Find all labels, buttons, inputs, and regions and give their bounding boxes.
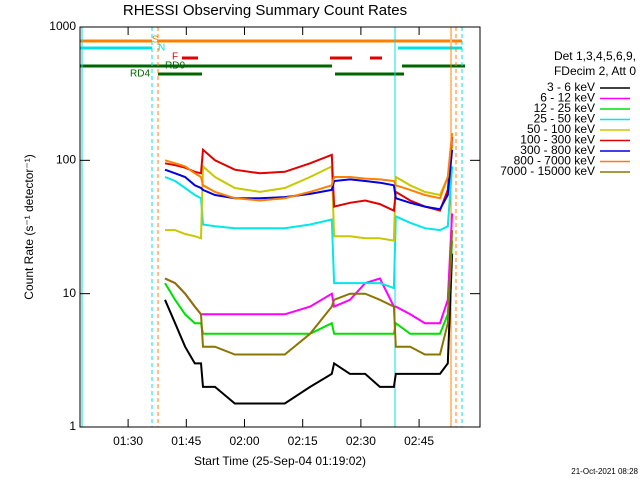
y-tick-label: 10	[63, 286, 77, 300]
legend-label: 12 - 25 keV	[534, 101, 595, 115]
annotation: S	[152, 35, 159, 46]
x-tick-label: 01:30	[113, 434, 143, 448]
series-line	[164, 133, 454, 202]
annotation: RD0	[165, 61, 185, 72]
annotation: F	[172, 52, 178, 63]
series-line	[164, 136, 454, 213]
legend-label: 3 - 6 keV	[547, 80, 595, 94]
legend-label: 800 - 7000 keV	[514, 154, 595, 168]
y-axis-label: Count Rate (s⁻¹ detector⁻¹)	[22, 154, 36, 299]
annotation: N	[158, 43, 165, 54]
y-tick-label: 1000	[49, 19, 76, 33]
plot-frame	[79, 26, 481, 428]
x-tick-label: 02:15	[288, 434, 318, 448]
series-line	[164, 240, 454, 335]
legend-label: 6 - 12 keV	[540, 91, 595, 105]
x-tick-label: 02:30	[346, 434, 376, 448]
x-tick-label: 02:00	[229, 434, 259, 448]
annotation: RD4	[130, 69, 150, 80]
legend-label: 7000 - 15000 keV	[500, 164, 595, 178]
y-tick-label: 100	[56, 153, 76, 167]
legend-label: 25 - 50 keV	[534, 112, 595, 126]
series-line	[164, 230, 454, 356]
series-line	[164, 253, 454, 405]
legend-label: 50 - 100 keV	[527, 122, 595, 136]
x-tick-label: 01:45	[171, 434, 201, 448]
x-tick-label: 02:45	[404, 434, 434, 448]
state-bars	[80, 39, 465, 76]
legend-label: 100 - 300 keV	[520, 133, 595, 147]
legend-label: 300 - 800 keV	[520, 143, 595, 157]
legend-header: FDecim 2, Att 0	[554, 64, 636, 78]
series-line	[164, 166, 454, 290]
footer: 21-Oct-2021 08:28	[571, 467, 638, 476]
legend-header: Det 1,3,4,5,6,9,	[554, 49, 636, 63]
series-line	[164, 149, 454, 211]
y-tick-label: 1	[69, 419, 76, 433]
chart-title: RHESSI Observing Summary Count Rates	[123, 2, 407, 19]
x-axis-label: Start Time (25-Sep-04 01:19:02)	[194, 454, 366, 468]
